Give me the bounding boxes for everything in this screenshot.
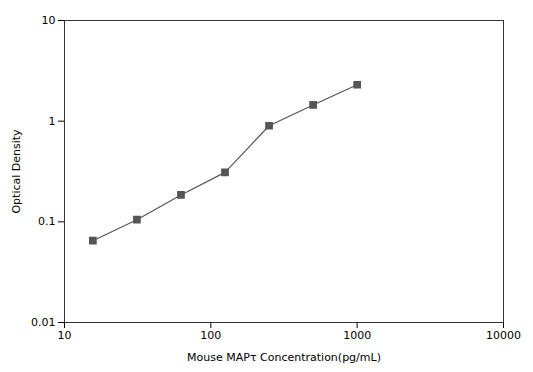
svg-text:10000: 10000 xyxy=(486,329,521,342)
svg-text:100: 100 xyxy=(200,329,221,342)
svg-text:10: 10 xyxy=(42,14,56,27)
svg-text:10: 10 xyxy=(58,329,72,342)
svg-text:1: 1 xyxy=(49,115,56,128)
svg-text:1000: 1000 xyxy=(343,329,371,342)
svg-text:0.01: 0.01 xyxy=(31,316,56,329)
svg-text:Mouse MAPτ Concentration(pg/mL: Mouse MAPτ Concentration(pg/mL) xyxy=(187,351,381,364)
svg-text:0.1: 0.1 xyxy=(38,215,56,228)
svg-text:Optical Density: Optical Density xyxy=(10,129,23,214)
